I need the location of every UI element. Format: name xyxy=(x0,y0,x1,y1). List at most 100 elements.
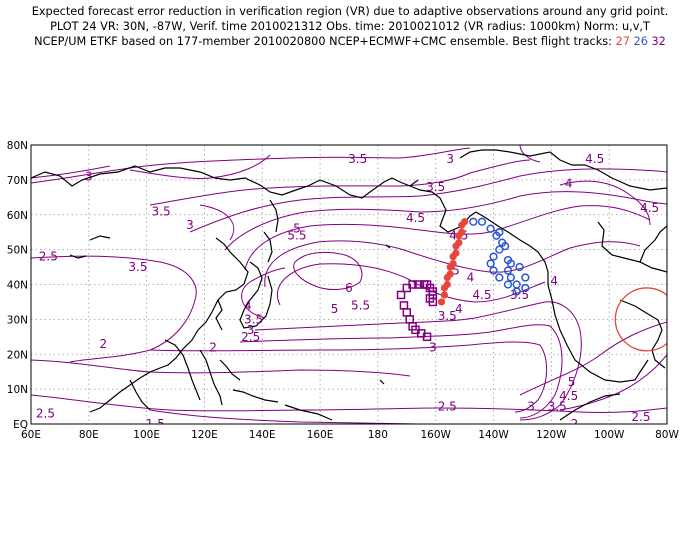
track-id-32: 32 xyxy=(651,35,666,48)
contour-label: 4 xyxy=(467,271,475,285)
track-id-27: 27 xyxy=(615,35,630,48)
lat-tick-label: EQ xyxy=(13,419,28,431)
track-point xyxy=(452,242,460,250)
track-point xyxy=(486,224,495,233)
contour-labels: 333.53.5344.54.53.54.54.55.55454.53.53.5… xyxy=(36,152,659,431)
track-point xyxy=(422,332,432,342)
track-point xyxy=(469,217,478,226)
contour-label: 3.5 xyxy=(128,260,147,274)
plot-header: Expected forecast error reduction in ver… xyxy=(0,4,700,49)
contour-label: 5 xyxy=(331,302,339,316)
track-point xyxy=(489,252,498,261)
contour-label: 2.5 xyxy=(631,410,650,424)
contour-label: 5.5 xyxy=(287,229,306,243)
track-point xyxy=(446,263,454,271)
contour-label: 4.5 xyxy=(559,389,578,403)
lon-tick-label: 120E xyxy=(191,429,218,441)
contour-label: 3.5 xyxy=(244,312,263,326)
lat-tick-label: 50N xyxy=(7,245,28,257)
track-point xyxy=(521,283,530,293)
contour-label: 5 xyxy=(568,375,576,389)
contour-label: 4.5 xyxy=(406,211,425,225)
contour-label: 5.5 xyxy=(351,298,370,312)
contour-label: 3.5 xyxy=(426,180,445,194)
track-point xyxy=(477,217,487,226)
contour-label: 3.5 xyxy=(152,204,171,218)
contour-label: 6 xyxy=(345,281,353,295)
contour-label: 2 xyxy=(99,337,107,351)
track-point xyxy=(402,308,412,317)
contour-label: 4.5 xyxy=(585,152,604,166)
contour-label: 3.5 xyxy=(438,309,457,323)
flight-track-27 xyxy=(437,218,469,306)
lon-tick-label: 120W xyxy=(536,429,567,441)
track-point xyxy=(489,266,498,275)
track-point xyxy=(503,280,513,289)
contour-label: 3 xyxy=(446,152,454,166)
contour-label: 2.5 xyxy=(241,330,260,344)
track-point xyxy=(503,255,513,265)
track-point xyxy=(503,266,513,275)
track-point xyxy=(458,221,466,229)
lat-tick-label: 80N xyxy=(7,140,28,152)
contour-label: 5 xyxy=(452,264,460,278)
track-point xyxy=(408,280,417,289)
contour-label: 2 xyxy=(209,340,217,354)
track-point xyxy=(486,259,495,268)
track-point xyxy=(521,273,530,282)
contour-label: 3 xyxy=(186,218,194,232)
track-point xyxy=(440,291,448,299)
contour-label: 3.5 xyxy=(348,152,367,166)
track-point xyxy=(399,301,409,310)
lat-tick-label: 10N xyxy=(7,384,28,396)
track-point xyxy=(506,273,516,282)
lon-tick-label: 100E xyxy=(133,429,160,441)
lat-tick-label: 40N xyxy=(7,280,28,292)
lat-tick-label: 30N xyxy=(7,314,28,326)
flight-tracks xyxy=(396,217,530,342)
header-line-2: PLOT 24 VR: 30N, -87W, Verif. time 20100… xyxy=(50,20,650,33)
lon-tick-label: 80E xyxy=(79,429,99,441)
lon-tick-label: 140E xyxy=(249,429,276,441)
track-point xyxy=(425,294,435,303)
header-line-3: NCEP/UM ETKF based on 177-member 2010020… xyxy=(0,34,700,49)
contour-label: 2 xyxy=(571,417,579,431)
track-point xyxy=(396,290,406,300)
lon-tick-label: 60E xyxy=(21,429,41,441)
contour-label: 5 xyxy=(293,222,301,236)
contour-label: 3 xyxy=(527,400,535,414)
track-point xyxy=(495,228,504,237)
verification-region-circle xyxy=(614,287,667,352)
contour-label: 3 xyxy=(429,340,437,354)
track-point xyxy=(449,253,457,261)
contour-label: 4.5 xyxy=(472,288,491,302)
contour-label: 2.5 xyxy=(39,250,58,264)
contour-label: 2.5 xyxy=(36,407,55,421)
lon-tick-label: 160E xyxy=(307,429,334,441)
track-point xyxy=(515,262,524,272)
contour-label: 4 xyxy=(550,274,558,288)
track-point xyxy=(437,298,446,306)
contour-label: 4 xyxy=(244,298,252,312)
lon-tick-label: 80W xyxy=(655,429,679,441)
contour-label: 4 xyxy=(565,176,573,190)
track-point xyxy=(455,232,463,240)
contour-label: 3 xyxy=(85,169,93,183)
header-line-1: Expected forecast error reduction in ver… xyxy=(31,5,669,18)
header-line-3-prefix: NCEP/UM ETKF based on 177-member 2010020… xyxy=(34,35,612,48)
track-point xyxy=(500,241,510,251)
lat-tick-label: 60N xyxy=(7,210,28,222)
contour-label: 4 xyxy=(455,302,463,316)
lat-tick-label: 70N xyxy=(7,175,28,187)
track-point xyxy=(495,273,504,282)
contour-label: 1.5 xyxy=(146,417,165,431)
contour-label: 3.5 xyxy=(548,400,567,414)
flight-track-32 xyxy=(396,280,438,342)
lon-tick-label: 160W xyxy=(421,429,452,441)
contour-label: 3 xyxy=(247,323,255,337)
lat-lon-grid xyxy=(31,145,667,424)
lon-tick-label: 180 xyxy=(368,429,388,441)
error-reduction-contours xyxy=(31,145,667,424)
